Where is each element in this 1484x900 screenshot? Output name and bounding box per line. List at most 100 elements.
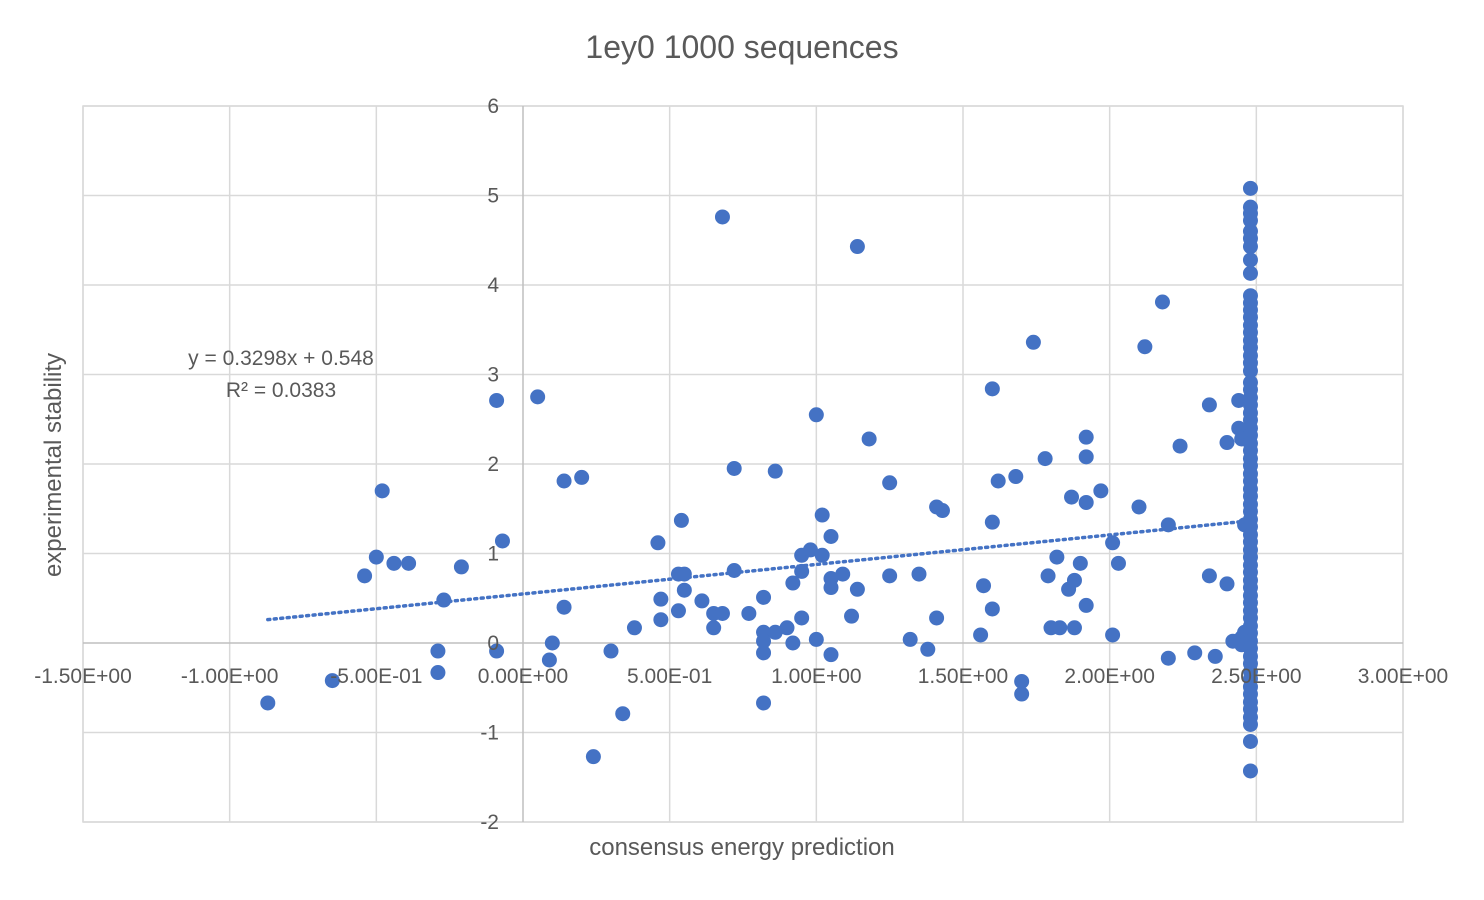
y-tick-label: 3: [487, 364, 499, 387]
data-point: [368, 549, 384, 565]
data-point: [861, 431, 877, 447]
data-point: [767, 624, 783, 640]
data-point: [1064, 489, 1080, 505]
data-point: [1242, 733, 1258, 749]
data-point: [823, 580, 839, 596]
data-point: [357, 568, 373, 584]
data-point: [1242, 716, 1258, 732]
trendline-equation: y = 0.3298x + 0.548: [188, 347, 374, 370]
data-point: [1078, 449, 1094, 465]
data-point: [453, 559, 469, 575]
data-point: [386, 555, 402, 571]
data-point: [1105, 535, 1121, 551]
data-point: [1014, 673, 1030, 689]
data-point: [401, 555, 417, 571]
x-tick-label: 5.00E-01: [627, 665, 712, 688]
data-point: [1078, 597, 1094, 613]
data-point: [574, 469, 590, 485]
data-point: [676, 582, 692, 598]
y-tick-label: -1: [480, 722, 499, 745]
data-point: [670, 603, 686, 619]
plot-frame: [82, 105, 1404, 823]
data-point: [489, 392, 505, 408]
gridlines: [82, 105, 1404, 823]
data-point: [489, 643, 505, 659]
data-point: [835, 566, 851, 582]
y-tick-label: 2: [487, 453, 499, 476]
data-point: [756, 589, 772, 605]
data-point: [990, 473, 1006, 489]
data-point: [1187, 645, 1203, 661]
data-point: [430, 643, 446, 659]
x-tick-label: -5.00E-01: [330, 665, 422, 688]
trendline-r2: R² = 0.0383: [226, 379, 336, 402]
data-point: [726, 460, 742, 476]
data-point: [1242, 180, 1258, 196]
data-point: [1201, 568, 1217, 584]
data-point: [1025, 334, 1041, 350]
data-point: [1110, 555, 1126, 571]
y-axis-label: experimental stability: [40, 353, 67, 577]
data-point: [911, 566, 927, 582]
data-point: [1154, 294, 1170, 310]
data-point: [767, 463, 783, 479]
data-point: [814, 547, 830, 563]
data-point: [882, 475, 898, 491]
data-point: [849, 581, 865, 597]
data-point: [1242, 239, 1258, 255]
trendline-group: [266, 519, 1244, 622]
data-point: [823, 647, 839, 663]
data-point: [1242, 265, 1258, 281]
data-point: [823, 528, 839, 544]
data-points: [260, 180, 1258, 779]
data-point: [1072, 555, 1088, 571]
data-point: [626, 620, 642, 636]
trendline: [266, 519, 1244, 622]
data-point: [1242, 363, 1258, 379]
data-point: [260, 695, 276, 711]
x-tick-label: -1.00E+00: [181, 665, 279, 688]
data-point: [794, 610, 810, 626]
data-point: [814, 507, 830, 523]
data-point: [1078, 494, 1094, 510]
data-point: [544, 635, 560, 651]
y-tick-label: 0: [487, 632, 499, 655]
data-point: [756, 633, 772, 649]
y-tick-label: 6: [487, 95, 499, 118]
data-point: [1172, 438, 1188, 454]
data-point: [714, 605, 730, 621]
data-point: [585, 749, 601, 765]
tick-labels: -1.50E+00 -1.00E+00 -5.00E-01 0.00E+00 5.00E…: [34, 95, 1448, 834]
data-point: [653, 612, 669, 628]
x-tick-label: 2.50E+00: [1211, 665, 1302, 688]
data-point: [808, 407, 824, 423]
data-point: [1105, 627, 1121, 643]
data-point: [653, 591, 669, 607]
data-point: [1219, 435, 1235, 451]
data-point: [882, 568, 898, 584]
data-point: [541, 652, 557, 668]
data-point: [1201, 397, 1217, 413]
x-tick-label: 2.00E+00: [1064, 665, 1155, 688]
data-point: [494, 533, 510, 549]
data-point: [756, 695, 772, 711]
data-point: [920, 641, 936, 657]
data-point: [984, 381, 1000, 397]
data-point: [650, 535, 666, 551]
x-tick-label: -1.50E+00: [34, 665, 132, 688]
data-point: [1137, 339, 1153, 355]
data-point: [430, 665, 446, 681]
y-tick-label: 4: [487, 274, 499, 297]
data-point: [726, 563, 742, 579]
data-point: [1242, 252, 1258, 268]
data-point: [756, 645, 772, 661]
data-point: [1066, 572, 1082, 588]
data-point: [556, 473, 572, 489]
data-point: [794, 563, 810, 579]
y-tick-label: 1: [487, 543, 499, 566]
data-point: [1231, 392, 1247, 408]
data-point: [436, 592, 452, 608]
data-point: [1037, 451, 1053, 467]
